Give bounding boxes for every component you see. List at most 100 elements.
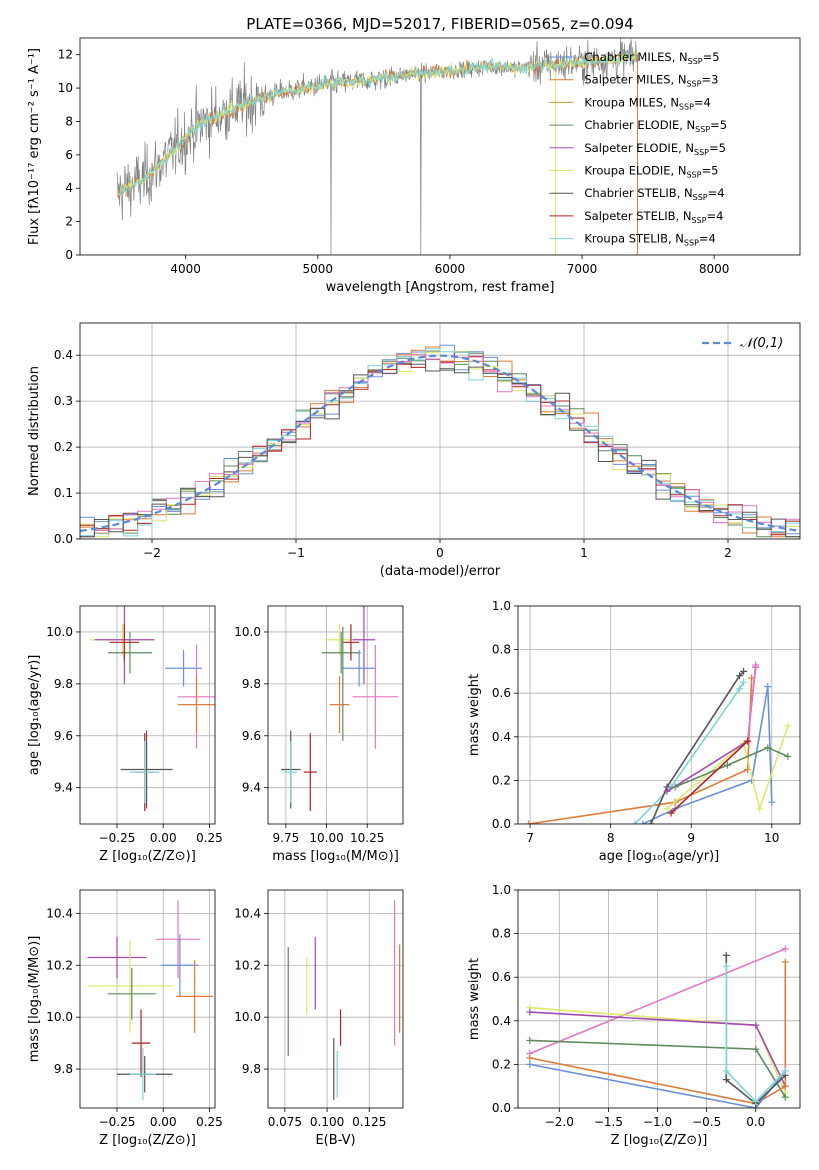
x-tick-label: 10.25 <box>350 831 384 845</box>
legend-name: Kroupa STELIB, N <box>584 232 684 246</box>
chart-layer: 4000 5000 6000 7000 8000024681012wavelength … <box>27 37 801 1148</box>
y-tick-label: 9.6 <box>54 729 73 743</box>
y-tick-label: 9.6 <box>242 729 261 743</box>
x-tick-label: 0.00 <box>150 831 177 845</box>
y-tick-label: 0.1 <box>54 486 73 500</box>
mass-weight-marker <box>752 1045 760 1053</box>
mass-weight-marker <box>722 951 730 959</box>
model-spectrum-line <box>117 49 638 196</box>
legend-subscript: SSP <box>693 193 708 202</box>
mass-weight-marker <box>647 820 655 824</box>
y-axis-label: mass [log₁₀(M/M⊙)] <box>27 936 42 1063</box>
legend-entry: Kroupa MILES, NSSP=4 <box>584 95 710 111</box>
panel-residuals: −2 −1 0 1 2 0.0 0.1 0.2 0.3 0.4 (data-model)/error… <box>27 322 801 579</box>
x-axis-label: Z [log₁₀(Z/Z⊙)] <box>611 1133 708 1148</box>
x-tick-label: −0.25 <box>99 831 136 845</box>
mass-weight-marker <box>781 945 789 953</box>
frame-mass-weight-vs-Z <box>517 889 801 1109</box>
panel-mass-weight-vs-Z: −2.0 −1.5 −1.0 −0.5 0.0 0.0 0.2 0.4 0.6 0.8 1.0 Z [… <box>467 883 801 1148</box>
y-tick-label: 0.2 <box>492 773 511 787</box>
frame-age-vs-Z <box>79 605 216 825</box>
y-tick-label: 0.3 <box>54 394 73 408</box>
x-axis-label: wavelength [Angstrom, rest frame] <box>326 280 555 295</box>
x-tick-label: 0.075 <box>268 1115 302 1129</box>
legend-nssp: =5 <box>701 164 718 178</box>
y-tick-label: 0.8 <box>492 927 511 941</box>
y-tick-label: 10.0 <box>234 625 261 639</box>
x-tick-label: 7000 <box>567 262 598 276</box>
mass-weight-line <box>650 670 745 824</box>
frame-mass-weight-vs-age <box>517 605 801 825</box>
legend-nssp: =4 <box>708 186 725 200</box>
figure-title: PLATE=0366, MJD=52017, FIBERID=0565, z=0… <box>246 15 633 33</box>
mass-weight-marker <box>722 1067 730 1075</box>
mass-weight-marker <box>524 820 532 824</box>
mass-weight-marker <box>752 661 760 669</box>
legend-name: Chabrier ELODIE, N <box>584 118 695 132</box>
mass-weight-line <box>529 961 787 1105</box>
y-tick-label: 0.4 <box>492 1014 511 1028</box>
model-spectrum-line <box>117 52 638 199</box>
panel-age-vs-Z: −0.25 0.00 0.25 9.4 9.6 9.8 10.0 Z [log₁₀(Z/Z⊙)… <box>27 605 223 864</box>
mass-weight-marker <box>723 761 731 769</box>
mass-weight-marker <box>663 787 671 795</box>
x-axis-label: Z [log₁₀(Z/Z⊙)] <box>99 1133 196 1148</box>
x-tick-label: −2.0 <box>545 1115 574 1129</box>
plot-area-mass-vs-Z <box>80 890 215 1108</box>
legend-entry: Chabrier MILES, NSSP=5 <box>584 50 719 66</box>
model-spectrum-line <box>117 51 638 196</box>
legend-name: Kroupa ELODIE, N <box>584 164 686 178</box>
legend-nssp: =5 <box>703 50 720 64</box>
y-tick-label: 10 <box>58 81 73 95</box>
spectrum-frame <box>79 37 801 256</box>
y-tick-label: 0 <box>65 248 73 262</box>
x-tick-label: 0.00 <box>150 1115 177 1129</box>
x-tick-label: 8 <box>607 831 615 845</box>
frame-age-vs-mass <box>267 605 404 825</box>
y-tick-label: 9.8 <box>242 1062 261 1076</box>
legend-entry: 𝒩(0,1) <box>740 336 783 351</box>
legend-subscript: SSP <box>684 239 699 248</box>
y-axis-label: mass weight <box>467 674 482 756</box>
x-tick-label: −2 <box>143 546 161 560</box>
mass-weight-marker <box>781 1082 789 1090</box>
legend-nssp: =4 <box>706 209 723 223</box>
x-tick-label: 0.25 <box>196 1115 223 1129</box>
y-tick-label: 8 <box>65 114 73 128</box>
mass-weight-marker <box>781 958 789 966</box>
mass-weight-marker <box>736 672 744 680</box>
legend-nssp: =5 <box>710 118 727 132</box>
x-axis-label: mass [log₁₀(M/M⊙)] <box>272 849 399 864</box>
legend-subscript: SSP <box>686 80 701 89</box>
x-tick-label: −1.0 <box>643 1115 672 1129</box>
x-tick-label: 5000 <box>303 262 334 276</box>
x-tick-label: −1 <box>287 546 305 560</box>
mass-weight-line <box>634 681 745 824</box>
mass-weight-marker <box>784 752 792 760</box>
mass-weight-marker <box>526 1060 534 1068</box>
x-tick-label: 7 <box>526 831 534 845</box>
x-tick-label: 8000 <box>699 262 730 276</box>
legend-entry: Salpeter MILES, NSSP=3 <box>584 73 718 89</box>
legend-name: Chabrier MILES, N <box>584 50 687 64</box>
legend-entry: Kroupa STELIB, NSSP=4 <box>584 232 715 248</box>
x-tick-label: 1 <box>580 546 588 560</box>
normal-curve <box>80 354 800 532</box>
mass-weight-marker <box>764 683 772 691</box>
legend-entry: Salpeter STELIB, NSSP=4 <box>584 209 723 225</box>
mass-weight-line <box>725 966 786 1103</box>
y-tick-label: 9.8 <box>54 1062 73 1076</box>
legend-name: Salpeter MILES, N <box>584 73 686 87</box>
y-tick-label: 9.8 <box>54 677 73 691</box>
x-tick-label: 2 <box>724 546 732 560</box>
mass-weight-marker <box>639 820 647 824</box>
y-tick-label: 10.2 <box>234 958 261 972</box>
x-tick-label: 10 <box>764 831 779 845</box>
mass-weight-marker <box>744 737 752 745</box>
plot-area-age-vs-Z <box>80 606 215 824</box>
y-tick-label: 9.4 <box>242 781 261 795</box>
plot-area-spectrum <box>116 38 639 255</box>
x-tick-label: −0.25 <box>99 1115 136 1129</box>
y-tick-label: 0.2 <box>54 440 73 454</box>
